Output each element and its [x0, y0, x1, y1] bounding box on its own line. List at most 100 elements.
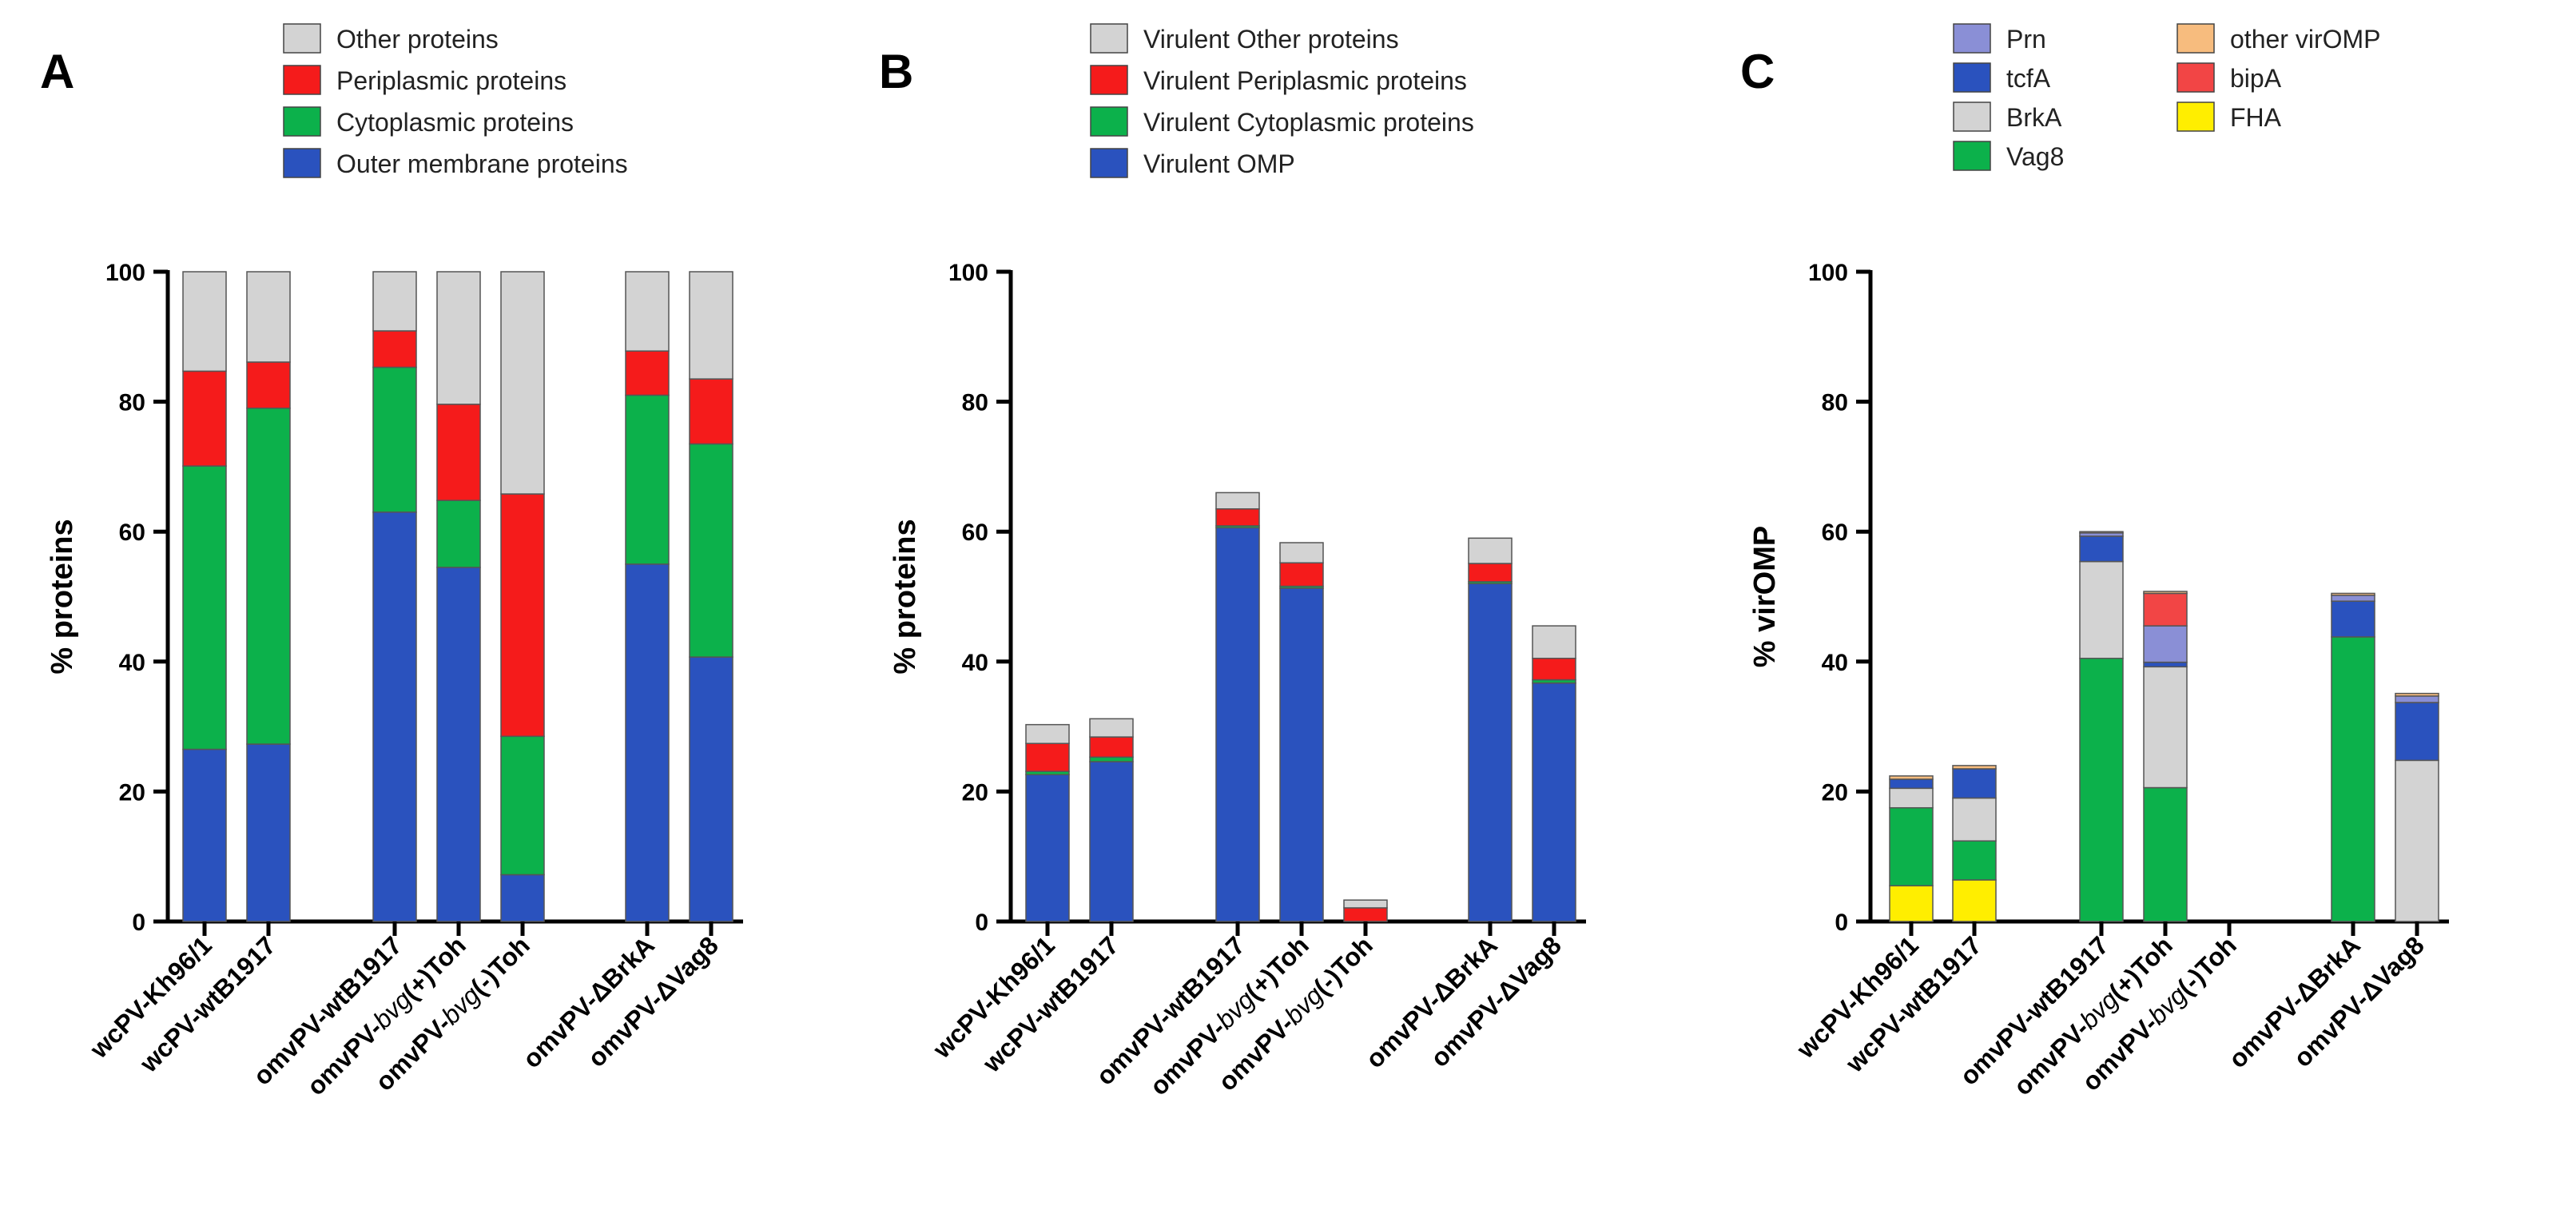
- legend-swatch: [283, 65, 321, 95]
- legend-label: Prn: [2006, 25, 2046, 54]
- bar-tcfa: [1889, 778, 1934, 790]
- legend-item: Prn: [1953, 23, 2046, 54]
- bar-other-proteins: [182, 271, 227, 372]
- bar-other-proteins: [500, 271, 545, 495]
- bar-brka: [2079, 560, 2124, 659]
- legend-item: Virulent Cytoplasmic proteins: [1090, 106, 1474, 137]
- x-axis-labels: wcPV-Kh96/1wcPV-wtB1917omvPV-wtB1917omvP…: [84, 921, 724, 1101]
- bar-brka: [1952, 797, 1997, 842]
- bar-vag8: [1889, 806, 1934, 887]
- legend-label: BrkA: [2006, 103, 2062, 132]
- y-axis-label: % proteins: [46, 519, 79, 674]
- bar-fha: [1952, 879, 1997, 922]
- bar-virulent-omp: [1468, 583, 1513, 922]
- bar-cytoplasmic-proteins: [182, 465, 227, 750]
- bar-outer-membrane-proteins: [246, 743, 291, 922]
- bar-periplasmic-proteins: [689, 378, 733, 445]
- y-axis: 0 20 40 60 80 100 % proteins: [46, 260, 170, 936]
- legend-swatch: [283, 23, 321, 54]
- bar-other-proteins: [689, 271, 733, 380]
- bar-tcfa: [1952, 768, 1997, 799]
- y-tick-label: 80: [962, 390, 988, 416]
- legend-item: tcfA: [1953, 62, 2051, 93]
- bar-outer-membrane-proteins: [689, 656, 733, 922]
- legend: Other proteins Periplasmic proteins Cytopl…: [283, 23, 628, 178]
- bar-other-viromp: [1952, 765, 1997, 770]
- y-tick-label: 0: [975, 910, 988, 936]
- legend: Virulent Other proteins Virulent Periplas…: [1090, 23, 1474, 178]
- bar-fha: [1889, 885, 1934, 922]
- bar-prn: [2395, 695, 2439, 703]
- y-tick-label: 60: [962, 519, 988, 546]
- legend-label: Cytoplasmic proteins: [336, 108, 574, 137]
- bar-virulent-omp: [1532, 682, 1576, 922]
- legend-swatch: [2176, 102, 2215, 132]
- bar-virulent-periplasmic-proteins: [1089, 736, 1134, 758]
- legend-swatch: [1953, 62, 1991, 93]
- bar-cytoplasmic-proteins: [500, 735, 545, 876]
- bar-prn: [2143, 625, 2188, 663]
- bar-vag8: [2331, 636, 2375, 922]
- bar-bipa: [2143, 592, 2188, 627]
- bar-periplasmic-proteins: [372, 330, 417, 368]
- legend-label: Virulent Cytoplasmic proteins: [1143, 108, 1474, 137]
- bar-virulent-periplasmic-proteins: [1343, 907, 1388, 922]
- bar-cytoplasmic-proteins: [689, 443, 733, 658]
- legend-label: other virOMP: [2230, 25, 2380, 54]
- legend-item: bipA: [2176, 62, 2282, 93]
- panel-b: B Virulent Other proteins Virulent Peripla…: [879, 23, 1586, 1101]
- y-tick-label: 20: [1822, 779, 1848, 806]
- bar-virulent-other-proteins: [1532, 625, 1576, 659]
- bar-other-viromp: [2143, 591, 2188, 595]
- legend-swatch: [2176, 62, 2215, 93]
- panel-letter: B: [879, 45, 913, 98]
- bar-other-viromp: [1889, 775, 1934, 780]
- bar-tcfa: [2079, 535, 2124, 563]
- y-tick-label: 80: [1822, 390, 1848, 416]
- bar-cytoplasmic-proteins: [625, 394, 670, 565]
- bars: [1889, 531, 2439, 922]
- y-tick-label: 0: [1835, 910, 1848, 936]
- bar-prn: [2331, 595, 2375, 602]
- y-tick-label: 60: [1822, 519, 1848, 546]
- bar-virulent-omp: [1089, 761, 1134, 922]
- y-axis-label: % proteins: [888, 519, 922, 674]
- y-tick-label: 20: [962, 779, 988, 806]
- legend-item: other virOMP: [2176, 23, 2380, 54]
- bar-virulent-other-proteins: [1025, 723, 1070, 744]
- legend-swatch: [283, 106, 321, 137]
- legend-swatch: [1090, 106, 1128, 137]
- x-category-label-part: (-)Toh: [1308, 930, 1378, 1001]
- y-axis: 0 20 40 60 80 100 % virOMP: [1748, 260, 1873, 936]
- panel-letter: A: [40, 45, 74, 98]
- legend-swatch: [1090, 65, 1128, 95]
- bar-brka: [2143, 666, 2188, 789]
- bar-cytoplasmic-proteins: [246, 407, 291, 745]
- bar-periplasmic-proteins: [182, 370, 227, 467]
- x-category-label-part: (-)Toh: [465, 930, 535, 1001]
- legend-item: Virulent OMP: [1090, 148, 1295, 178]
- bar-virulent-other-proteins: [1089, 718, 1134, 738]
- y-tick-label: 100: [1808, 260, 1848, 286]
- bar-virulent-periplasmic-proteins: [1532, 657, 1576, 681]
- y-tick-label: 40: [119, 650, 145, 676]
- y-tick-label: 100: [948, 260, 988, 286]
- bar-other-viromp: [2079, 531, 2124, 534]
- legend-item: Outer membrane proteins: [283, 148, 628, 178]
- y-axis-label: % virOMP: [1748, 526, 1782, 667]
- bar-other-proteins: [372, 271, 417, 332]
- bar-tcfa: [2143, 661, 2188, 668]
- bar-virulent-other-proteins: [1279, 542, 1324, 563]
- bars: [1025, 492, 1576, 922]
- bar-outer-membrane-proteins: [436, 567, 481, 922]
- bar-brka: [1889, 787, 1934, 809]
- legend-swatch: [1090, 148, 1128, 178]
- legend-label: FHA: [2230, 103, 2282, 132]
- bar-virulent-omp: [1279, 587, 1324, 922]
- legend: Prn tcfA BrkA Vag8 other virOMP bipA FHA: [1953, 23, 2380, 171]
- y-tick-label: 20: [119, 779, 145, 806]
- bar-virulent-periplasmic-proteins: [1468, 563, 1513, 583]
- bar-virulent-cytoplasmic-proteins: [1089, 756, 1134, 762]
- bar-vag8: [2079, 657, 2124, 922]
- bar-other-viromp: [2395, 692, 2439, 697]
